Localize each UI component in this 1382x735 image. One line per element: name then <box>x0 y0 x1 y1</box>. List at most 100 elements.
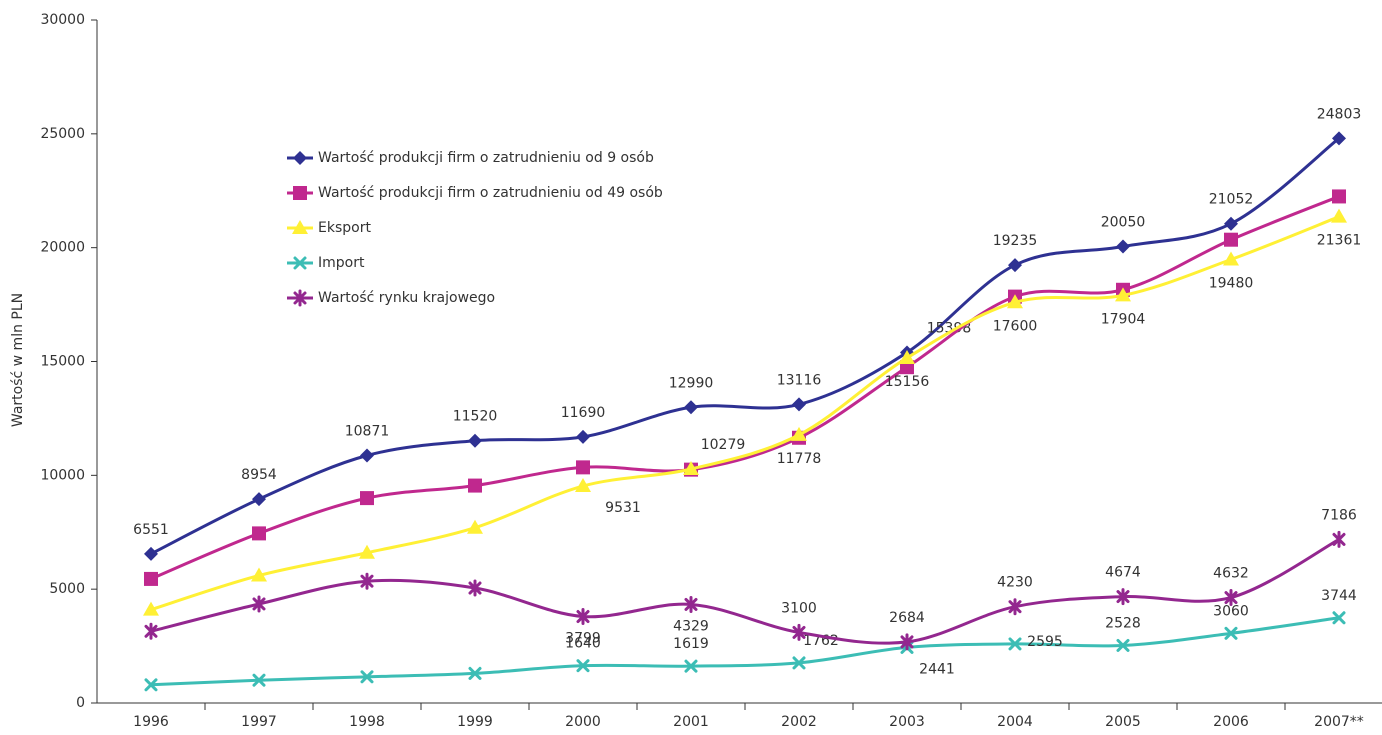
point-marker <box>252 526 266 541</box>
point-marker <box>576 460 590 475</box>
legend-marker <box>293 256 307 270</box>
point-marker <box>1332 131 1346 146</box>
point-marker <box>1008 598 1022 616</box>
series-line <box>150 137 1340 556</box>
y-tick-label: 20000 <box>40 240 85 256</box>
point-marker <box>1224 626 1238 640</box>
point-marker-stroke <box>1116 638 1130 652</box>
data-label: 1640 <box>565 636 601 652</box>
data-label: 12990 <box>669 375 714 391</box>
point-marker-stroke <box>1008 637 1022 651</box>
point-marker-stroke <box>1224 626 1238 640</box>
point-marker <box>1223 251 1239 266</box>
point-marker <box>468 666 482 680</box>
x-tick-label: 1996 <box>133 714 169 730</box>
data-label: 6551 <box>133 522 169 538</box>
legend-marker-stroke <box>293 256 307 270</box>
point-marker <box>576 608 590 626</box>
data-label: 4674 <box>1105 565 1141 581</box>
point-marker-stroke <box>360 670 374 684</box>
data-label: 9531 <box>605 500 641 516</box>
series-line <box>150 195 1340 581</box>
point-marker <box>1332 611 1346 625</box>
point-marker <box>252 492 266 507</box>
point-marker <box>684 400 698 415</box>
point-marker <box>792 623 806 641</box>
point-marker <box>467 519 483 534</box>
point-marker <box>468 433 482 448</box>
point-marker-stroke <box>144 678 158 692</box>
point-marker <box>899 349 915 364</box>
point-marker <box>575 478 591 493</box>
data-label: 13116 <box>777 372 822 388</box>
point-marker <box>1332 530 1346 548</box>
x-tick-label: 1997 <box>241 714 277 730</box>
y-tick-label: 25000 <box>40 126 85 142</box>
point-marker <box>143 601 159 616</box>
point-marker <box>576 659 590 673</box>
series-line <box>150 616 1340 687</box>
legend-label: Import <box>318 255 365 271</box>
point-marker <box>144 622 158 640</box>
data-label: 11690 <box>561 405 606 421</box>
series-line <box>150 538 1340 645</box>
data-label: 2528 <box>1105 615 1141 631</box>
point-marker-stroke <box>576 659 590 673</box>
point-marker-stroke <box>1332 611 1346 625</box>
data-label: 2441 <box>919 661 955 677</box>
point-marker <box>144 571 158 586</box>
data-label: 2684 <box>889 610 925 626</box>
legend-marker <box>293 289 307 307</box>
legend-marker <box>293 151 307 165</box>
legend-marker <box>292 220 308 234</box>
data-label: 21052 <box>1209 192 1254 208</box>
data-label: 7186 <box>1321 507 1357 523</box>
point-marker <box>360 572 374 590</box>
data-label: 19235 <box>993 233 1038 249</box>
legend-label: Wartość rynku krajowego <box>318 290 495 306</box>
data-label: 2595 <box>1027 634 1063 650</box>
point-marker <box>144 546 158 561</box>
point-marker <box>251 567 267 582</box>
data-label: 4230 <box>997 575 1033 591</box>
point-marker <box>792 397 806 412</box>
data-label: 17600 <box>993 318 1038 334</box>
point-marker <box>1224 232 1238 247</box>
data-label: 10279 <box>701 437 746 453</box>
point-marker <box>468 579 482 597</box>
x-tick-label: 1998 <box>349 714 385 730</box>
point-marker <box>683 460 699 475</box>
data-label: 17904 <box>1101 311 1146 327</box>
point-marker <box>1116 239 1130 254</box>
data-label: 8954 <box>241 467 277 483</box>
x-tick-label: 1999 <box>457 714 493 730</box>
y-tick-label: 0 <box>76 695 85 711</box>
y-axis-label: Wartość w mln PLN <box>10 293 26 427</box>
data-label: 20050 <box>1101 215 1146 231</box>
point-marker <box>1007 294 1023 309</box>
legend-label: Eksport <box>318 220 371 236</box>
point-marker <box>900 633 914 651</box>
x-tick-label: 2006 <box>1213 714 1249 730</box>
point-marker <box>1332 189 1346 204</box>
point-marker-stroke <box>684 659 698 673</box>
point-marker <box>1116 638 1130 652</box>
point-marker <box>144 678 158 692</box>
data-label: 3744 <box>1321 588 1357 604</box>
x-tick-label: 2002 <box>781 714 817 730</box>
point-marker <box>791 426 807 441</box>
point-marker <box>1331 208 1347 223</box>
point-marker <box>1116 588 1130 606</box>
data-label: 15156 <box>885 374 930 390</box>
x-tick-label: 2000 <box>565 714 601 730</box>
x-tick-label: 2007** <box>1314 714 1364 730</box>
point-marker <box>252 673 266 687</box>
data-label: 3799 <box>565 631 601 647</box>
point-marker <box>252 595 266 613</box>
point-marker <box>360 491 374 506</box>
y-tick-label: 10000 <box>40 467 85 483</box>
data-label: 24803 <box>1317 106 1362 122</box>
point-marker-stroke <box>252 673 266 687</box>
point-marker <box>468 478 482 493</box>
data-label: 11520 <box>453 409 498 425</box>
